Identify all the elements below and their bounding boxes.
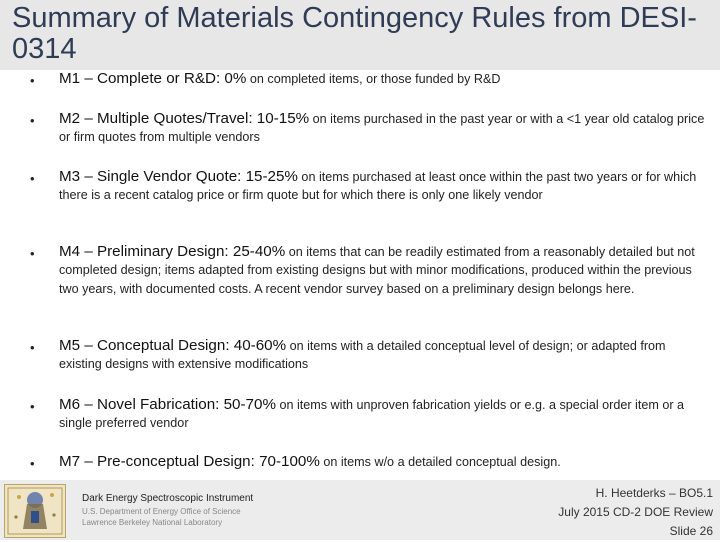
slide-footer xyxy=(0,480,720,540)
footer-author: H. Heetderks – BO5.1 xyxy=(595,486,713,500)
footer-slide-info: H. Heetderks – BO5.1 July 2015 CD-2 DOE … xyxy=(453,484,713,541)
bullet-marker: • xyxy=(30,73,35,88)
footer-sponsor: U.S. Department of Energy Office of Scie… xyxy=(82,507,241,516)
rule-body: on items with a detailed conceptual leve… xyxy=(59,339,666,372)
bullet-marker: • xyxy=(30,113,35,128)
rule-body: on items that can be readily estimated f… xyxy=(59,245,695,296)
rule-heading: M5 – Conceptual Design: 40-60% xyxy=(59,337,287,354)
rule-item-m5: M5 – Conceptual Design: 40-60% on items … xyxy=(59,337,711,374)
rule-heading: M7 – Pre-conceptual Design: 70-100% xyxy=(59,453,320,470)
rule-body: on items purchased at least once within … xyxy=(59,170,697,203)
footer-lab: Lawrence Berkeley National Laboratory xyxy=(82,518,223,527)
rule-body: on items purchased in the past year or w… xyxy=(59,112,705,145)
rule-heading: M3 – Single Vendor Quote: 15-25% xyxy=(59,168,298,185)
rule-body: on items with unproven fabrication yield… xyxy=(59,398,685,431)
rule-item-m6: M6 – Novel Fabrication: 50-70% on items … xyxy=(59,396,711,433)
desi-logo-icon xyxy=(4,484,66,538)
rule-item-m7: M7 – Pre-conceptual Design: 70-100% on i… xyxy=(59,453,711,471)
footer-slide-number: Slide 26 xyxy=(669,524,713,538)
rule-body: on items w/o a detailed conceptual desig… xyxy=(319,455,561,469)
rule-item-m3: M3 – Single Vendor Quote: 15-25% on item… xyxy=(59,168,711,205)
rule-item-m2: M2 – Multiple Quotes/Travel: 10-15% on i… xyxy=(59,110,711,147)
rules-list: • M1 – Complete or R&D: 0% on completed … xyxy=(30,70,711,471)
rule-body: on completed items, or those funded by R… xyxy=(246,72,501,86)
footer-organization: Dark Energy Spectroscopic Instrument U.S… xyxy=(82,492,342,528)
bullet-marker: • xyxy=(30,171,35,186)
bullet-marker: • xyxy=(30,456,35,471)
bullet-marker: • xyxy=(30,246,35,261)
rule-item-m1: M1 – Complete or R&D: 0% on completed it… xyxy=(59,70,711,88)
desi-logo-graphic xyxy=(5,485,65,537)
rule-heading: M4 – Preliminary Design: 25-40% xyxy=(59,243,286,260)
rule-heading: M1 – Complete or R&D: 0% xyxy=(59,70,247,87)
bullet-marker: • xyxy=(30,340,35,355)
footer-org-name: Dark Energy Spectroscopic Instrument xyxy=(82,493,254,504)
slide-title: Summary of Materials Contingency Rules f… xyxy=(12,2,697,65)
rule-item-m4: M4 – Preliminary Design: 25-40% on items… xyxy=(59,243,711,298)
footer-review: July 2015 CD-2 DOE Review xyxy=(558,505,713,519)
rule-heading: M6 – Novel Fabrication: 50-70% xyxy=(59,396,276,413)
bullet-marker: • xyxy=(30,399,35,414)
rule-heading: M2 – Multiple Quotes/Travel: 10-15% xyxy=(59,110,310,127)
title-band xyxy=(0,0,720,70)
